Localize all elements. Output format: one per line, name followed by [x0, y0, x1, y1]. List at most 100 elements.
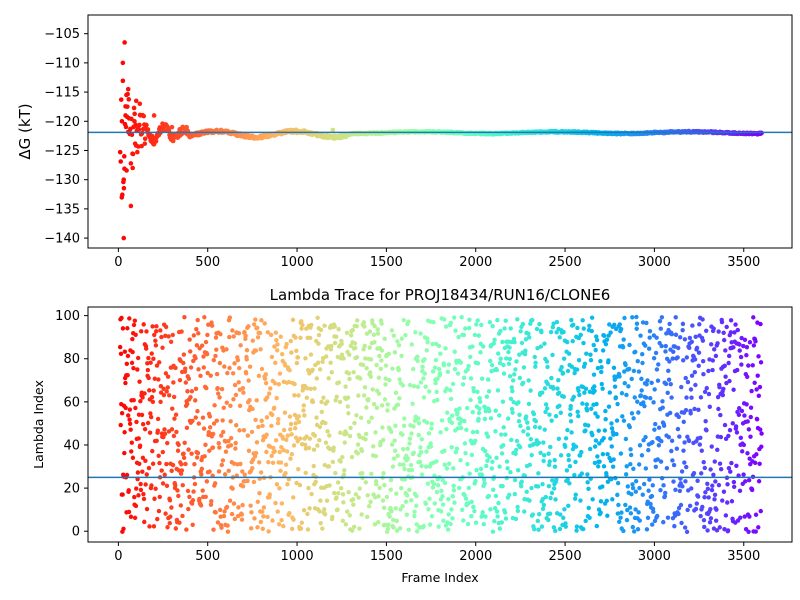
lambda-point	[717, 525, 722, 530]
lambda-point	[520, 321, 526, 327]
lambda-point	[688, 411, 693, 416]
lambda-point	[209, 323, 215, 328]
lambda-point	[356, 393, 361, 398]
lambda-point	[436, 524, 441, 529]
lambda-point	[184, 401, 190, 407]
lambda-point	[665, 390, 670, 396]
lambda-point	[472, 508, 477, 514]
lambda-point	[737, 348, 742, 353]
lambda-point	[663, 349, 668, 354]
lambda-point	[759, 444, 764, 449]
lambda-point	[733, 322, 738, 327]
lambda-point	[249, 429, 255, 435]
lambda-point	[693, 506, 699, 512]
lambda-point	[323, 440, 329, 445]
lambda-point	[182, 440, 187, 446]
lambda-point	[145, 361, 150, 366]
lambda-point	[135, 367, 140, 372]
lambda-point	[227, 334, 232, 340]
lambda-point	[357, 526, 362, 531]
lambda-point	[203, 442, 208, 448]
lambda-point	[154, 324, 159, 329]
lambda-point	[556, 378, 561, 383]
lambda-point	[526, 378, 531, 383]
lambda-point	[211, 421, 217, 426]
lambda-point	[495, 514, 500, 519]
lambda-point	[379, 358, 384, 363]
lambda-point	[497, 526, 503, 531]
lambda-point	[417, 453, 422, 458]
lambda-point	[260, 423, 265, 429]
lambda-point	[198, 373, 203, 379]
lambda-point	[233, 446, 238, 451]
lambda-point	[416, 420, 422, 426]
lambda-point	[329, 343, 334, 349]
lambda-point	[178, 471, 184, 476]
lambda-point	[315, 443, 320, 448]
lambda-point	[237, 428, 242, 433]
lambda-point	[516, 419, 522, 424]
lambda-point	[504, 356, 509, 361]
lambda-point	[545, 364, 550, 370]
lambda-point	[443, 324, 449, 329]
lambda-point	[645, 515, 651, 521]
lambda-point	[710, 367, 715, 373]
lambda-point	[486, 493, 491, 499]
lambda-point	[335, 480, 341, 485]
lambda-point	[455, 426, 460, 431]
lambda-point	[700, 338, 706, 343]
lambda-point	[591, 342, 596, 348]
delta-g-point	[125, 86, 131, 92]
lambda-point	[651, 509, 656, 514]
lambda-point	[132, 494, 137, 500]
lambda-point	[532, 424, 538, 430]
lambda-point	[654, 513, 660, 519]
lambda-point	[515, 508, 521, 514]
lambda-point	[568, 412, 573, 417]
lambda-point	[307, 506, 312, 511]
lambda-point	[370, 387, 375, 392]
lambda-point	[676, 511, 681, 517]
lambda-point	[266, 459, 271, 465]
lambda-point	[494, 455, 499, 460]
lambda-point	[266, 529, 271, 534]
lambda-point	[708, 467, 713, 472]
lambda-point	[615, 492, 620, 498]
lambda-point	[735, 367, 740, 373]
lambda-point	[251, 479, 257, 485]
lambda-point	[134, 486, 139, 491]
lambda-point	[411, 450, 416, 456]
lambda-point	[125, 353, 131, 359]
lambda-point	[598, 510, 603, 515]
lambda-point	[709, 487, 715, 493]
lambda-trace-title: Lambda Trace for PROJ18434/RUN16/CLONE6	[270, 286, 611, 304]
lambda-point	[653, 350, 659, 356]
lambda-point	[494, 367, 500, 373]
lambda-point	[362, 385, 368, 390]
lambda-point	[334, 394, 339, 400]
lambda-point	[725, 500, 730, 505]
lambda-point	[502, 326, 507, 331]
lambda-point	[643, 466, 649, 471]
lambda-point	[363, 356, 368, 361]
lambda-point	[170, 406, 175, 411]
lambda-point	[352, 341, 358, 346]
lambda-point	[183, 380, 189, 385]
lambda-point	[444, 426, 449, 432]
lambda-point	[197, 496, 202, 502]
lambda-point	[744, 352, 749, 358]
lambda-point	[709, 444, 714, 449]
lambda-point	[423, 384, 428, 389]
lambda-point	[648, 501, 653, 507]
lambda-point	[579, 471, 585, 476]
lambda-point	[563, 521, 568, 526]
lambda-point	[684, 529, 690, 535]
lambda-point	[139, 412, 145, 418]
lambda-point	[176, 442, 181, 448]
lambda-point	[290, 317, 296, 323]
lambda-point	[153, 338, 158, 343]
lambda-point	[742, 514, 747, 519]
lambda-point	[685, 379, 691, 385]
lambda-point	[449, 445, 454, 450]
lambda-point	[515, 317, 520, 322]
